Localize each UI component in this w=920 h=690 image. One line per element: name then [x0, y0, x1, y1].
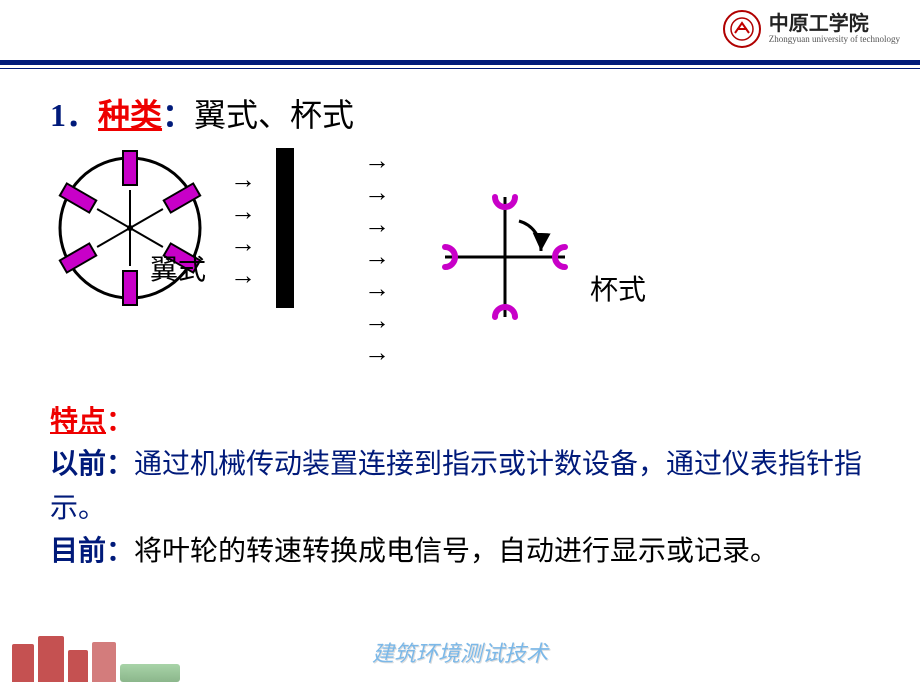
features-block: 特点： 以前：通过机械传动装置连接到指示或计数设备，通过仪表指针指示。 目前：将…: [50, 400, 870, 574]
flow-arrow-icon: →: [230, 263, 256, 289]
flow-arrow-icon: →: [364, 340, 390, 366]
title-types: 翼式、杯式: [194, 97, 354, 133]
title-line: 1．种类：翼式、杯式: [50, 90, 870, 136]
flow-arrow-icon: →: [230, 231, 256, 257]
features-previous: 以前：通过机械传动装置连接到指示或计数设备，通过仪表指针指示。: [50, 443, 870, 530]
cup-diagram: → → → → → → →: [364, 148, 600, 366]
wing-plate-icon: [276, 148, 294, 308]
university-name: 中原工学院 Zhongyuan university of technology: [769, 13, 900, 45]
footer-course-title: 建筑环境测试技术: [0, 636, 920, 668]
university-name-cn: 中原工学院: [769, 13, 900, 35]
now-text: 将叶轮的转速转换成电信号，自动进行显示或记录。: [134, 536, 778, 567]
now-label: 目前：: [50, 536, 134, 567]
header: 中原工学院 Zhongyuan university of technology: [723, 10, 900, 48]
wing-flow-arrows: → → → →: [230, 167, 256, 289]
flow-arrow-icon: →: [364, 244, 390, 270]
features-current: 目前：将叶轮的转速转换成电信号，自动进行显示或记录。: [50, 530, 870, 573]
flow-arrow-icon: →: [364, 212, 390, 238]
title-label: 种类: [98, 97, 162, 133]
prev-label: 以前：: [50, 449, 134, 480]
flow-arrow-icon: →: [364, 308, 390, 334]
title-index: 1．: [50, 97, 98, 133]
flow-arrow-icon: →: [364, 276, 390, 302]
university-name-en: Zhongyuan university of technology: [769, 35, 900, 45]
prev-text: 通过机械传动装置连接到指示或计数设备，通过仪表指针指示。: [50, 449, 862, 523]
flow-arrow-icon: →: [364, 148, 390, 174]
title-sep: ：: [162, 97, 194, 133]
features-heading-sep: ：: [106, 406, 134, 437]
features-heading-line: 特点：: [50, 400, 870, 443]
wing-caption: 翼式: [150, 248, 206, 288]
cup-flow-arrows: → → → → → → →: [364, 148, 390, 366]
cup-caption: 杯式: [590, 268, 646, 308]
flow-arrow-icon: →: [364, 180, 390, 206]
university-logo-icon: [723, 10, 761, 48]
features-heading: 特点: [50, 406, 106, 437]
flow-arrow-icon: →: [230, 199, 256, 225]
flow-arrow-icon: →: [230, 167, 256, 193]
slide-content: 1．种类：翼式、杯式 → → → → → → → → → → →: [50, 90, 870, 366]
header-divider: [0, 60, 920, 69]
cup-anemometer-icon: [410, 167, 600, 347]
